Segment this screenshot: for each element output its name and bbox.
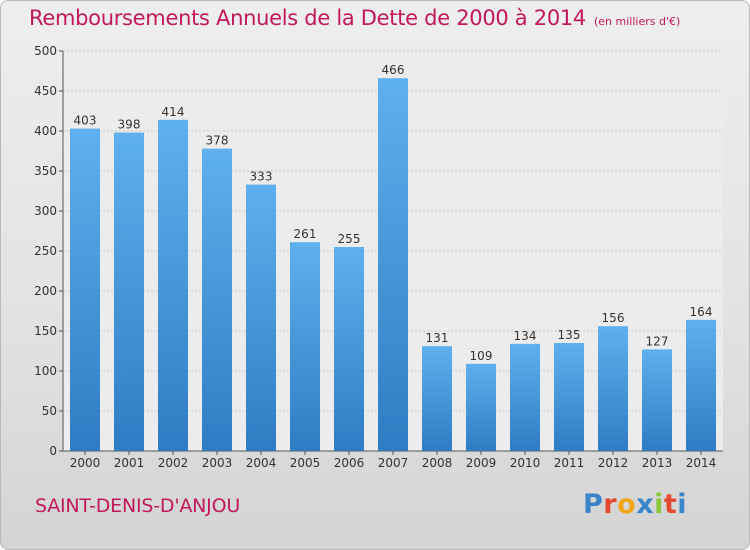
x-tick-label: 2006 [334, 456, 365, 470]
chart-title: Remboursements Annuels de la Dette de 20… [29, 6, 586, 30]
data-label: 131 [426, 331, 449, 345]
x-tick-label: 2008 [422, 456, 453, 470]
x-tick-label: 2004 [246, 456, 277, 470]
proxiti-logo: Proxiti [583, 489, 687, 520]
y-tick-label: 400 [34, 124, 57, 138]
x-tick-label: 2007 [378, 456, 409, 470]
data-label: 261 [294, 227, 317, 241]
x-tick-label: 2005 [290, 456, 321, 470]
logo-letter: i [654, 489, 664, 520]
y-tick-label: 350 [34, 164, 57, 178]
y-tick-label: 100 [34, 364, 57, 378]
data-label: 135 [558, 328, 581, 342]
x-tick-label: 2011 [554, 456, 585, 470]
data-label: 414 [162, 105, 185, 119]
x-tick-label: 2003 [202, 456, 233, 470]
data-label: 255 [338, 232, 361, 246]
bar-2003 [202, 148, 232, 451]
bar-2006 [334, 247, 364, 451]
bar-2001 [114, 132, 144, 451]
x-tick-label: 2001 [114, 456, 145, 470]
y-tick-label: 300 [34, 204, 57, 218]
bar-2007 [378, 78, 408, 451]
chart-title-block: Remboursements Annuels de la Dette de 20… [29, 6, 680, 30]
data-label: 333 [250, 170, 273, 184]
logo-letter: t [663, 489, 678, 520]
logo-letter: x [636, 489, 655, 520]
logo-letter: P [583, 489, 604, 520]
bar-2011 [554, 343, 584, 451]
bar-2010 [510, 343, 540, 451]
data-label: 109 [470, 349, 493, 363]
y-tick-label: 500 [34, 44, 57, 58]
bar-2013 [642, 349, 672, 451]
bar-2000 [70, 128, 100, 451]
x-tick-label: 2013 [642, 456, 673, 470]
chart-subtitle: (en milliers d'€) [594, 15, 681, 28]
x-tick-label: 2012 [598, 456, 629, 470]
city-name: SAINT-DENIS-D'ANJOU [35, 495, 241, 517]
data-label: 156 [602, 311, 625, 325]
bar-2008 [422, 346, 452, 451]
logo-letter: i [677, 489, 688, 520]
x-tick-label: 2000 [70, 456, 101, 470]
x-tick-label: 2002 [158, 456, 189, 470]
y-tick-label: 50 [42, 404, 57, 418]
data-label: 134 [514, 329, 537, 343]
logo-letter: r [603, 489, 618, 520]
data-label: 164 [690, 305, 713, 319]
bar-2009 [466, 363, 496, 451]
x-tick-label: 2010 [510, 456, 541, 470]
y-tick-label: 450 [34, 84, 57, 98]
bar-2005 [290, 242, 320, 451]
bar-2004 [246, 184, 276, 451]
bar-2014 [686, 319, 716, 451]
data-label: 466 [382, 63, 405, 77]
x-tick-label: 2009 [466, 456, 497, 470]
y-tick-label: 0 [49, 444, 57, 458]
x-tick-label: 2014 [686, 456, 717, 470]
y-tick-label: 200 [34, 284, 57, 298]
y-tick-label: 150 [34, 324, 57, 338]
bar-2002 [158, 119, 188, 452]
data-label: 378 [206, 134, 229, 148]
y-tick-label: 250 [34, 244, 57, 258]
logo-letter: o [617, 489, 637, 520]
data-label: 398 [118, 118, 141, 132]
bar-2012 [598, 326, 628, 451]
data-label: 127 [646, 334, 669, 348]
data-label: 403 [74, 114, 97, 128]
